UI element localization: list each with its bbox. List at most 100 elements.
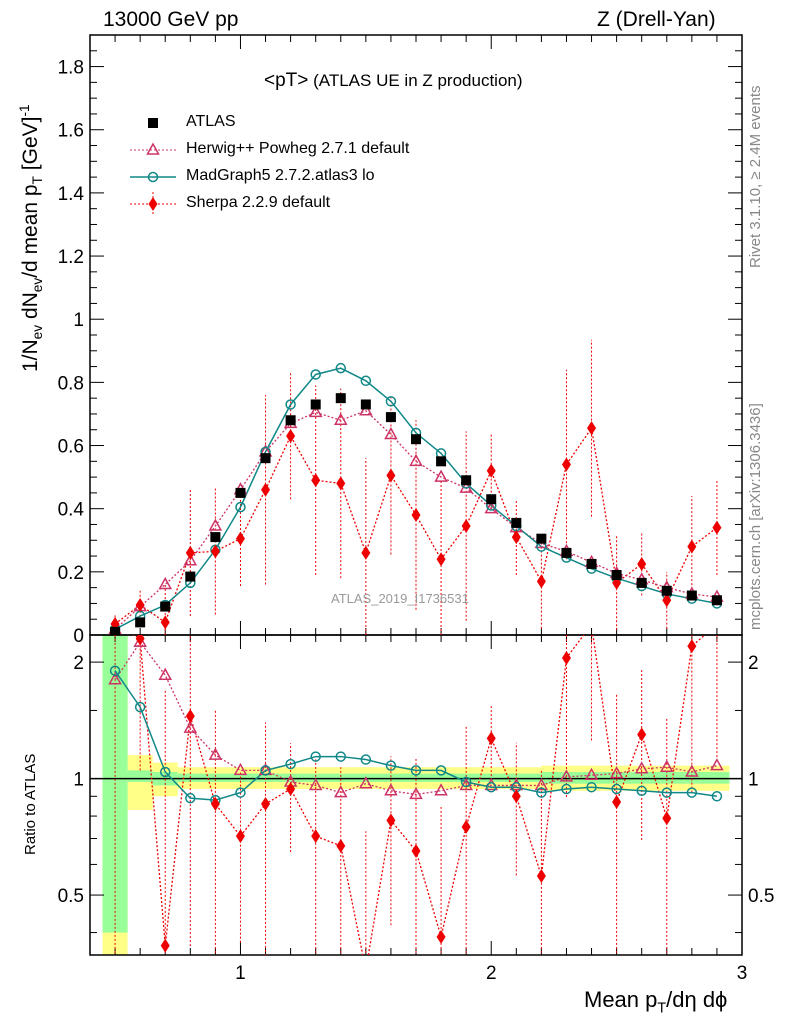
atlas-point-6 — [260, 453, 271, 464]
herwig-ratio-point-10 — [359, 776, 373, 789]
madgraph-ratio-point-0 — [109, 665, 121, 676]
madgraph-ratio-point-11 — [385, 760, 397, 771]
madgraph-point-5 — [235, 501, 246, 513]
madgraph-point-7 — [285, 399, 296, 410]
sherpa-ratio-point-15 — [486, 731, 496, 746]
herwig-point-4 — [208, 518, 223, 531]
madgraph-ratio-point-20 — [611, 783, 622, 795]
madgraph-ratio-point-18 — [561, 783, 572, 795]
herwig-line — [114, 410, 718, 630]
herwig-ratio-point-13 — [434, 783, 448, 796]
sherpa-point-4 — [210, 544, 220, 559]
y-tick-label-1: 0.2 — [58, 563, 84, 584]
atlas-point-19 — [586, 558, 597, 569]
ratio-y-tick-label-right-2: 2 — [748, 653, 759, 674]
y-tick-label-4: 0.8 — [58, 373, 84, 394]
legend-label-sherpa: Sherpa 2.2.9 default — [186, 194, 331, 211]
madgraph-ratio-point-5 — [235, 787, 246, 798]
legend-marker-herwig — [146, 142, 160, 155]
madgraph-point-8 — [310, 369, 321, 380]
sherpa-ratio-point-4 — [210, 796, 220, 811]
sherpa-ratio-point-21 — [637, 727, 647, 742]
sherpa-ratio-point-16 — [511, 789, 521, 804]
y-tick-label-0: 0 — [73, 626, 84, 647]
sherpa-point-2 — [160, 615, 170, 630]
herwig-ratio-point-0 — [108, 672, 122, 685]
sherpa-point-21 — [637, 556, 647, 571]
legend-label-atlas: ATLAS — [186, 113, 236, 130]
atlas-point-14 — [461, 475, 472, 486]
herwig-ratio-point-17 — [534, 777, 549, 791]
madgraph-ratio-point-21 — [636, 785, 647, 797]
x-axis-label: Mean pT/dη dϕ — [584, 987, 728, 1017]
sherpa-point-15 — [486, 463, 496, 478]
sherpa-point-22 — [662, 593, 672, 608]
madgraph-ratio-point-12 — [410, 765, 422, 776]
sherpa-point-12 — [411, 508, 421, 522]
madgraph-ratio-point-3 — [185, 792, 196, 804]
atlas-point-23 — [686, 590, 697, 601]
ratio-band-inner-1 — [127, 770, 153, 782]
sherpa-ratio-point-1 — [135, 635, 145, 646]
x-tick-label-0: 1 — [235, 963, 246, 984]
legend-label-madgraph: MadGraph5 2.7.2.atlas3 lo — [186, 167, 375, 184]
herwig-ratio-point-21 — [634, 761, 649, 774]
herwig-point-15 — [484, 501, 498, 514]
herwig-point-12 — [409, 453, 423, 467]
sherpa-ratio-point-13 — [436, 929, 446, 944]
ratio-y-tick-label-1: 1 — [73, 770, 84, 791]
side-label-rivet: Rivet 3.1.10, ≥ 2.4M events — [747, 85, 764, 269]
sherpa-point-19 — [587, 421, 597, 436]
atlas-point-24 — [711, 595, 722, 606]
x-tick-label-1: 2 — [486, 963, 497, 984]
legend-markers — [130, 118, 176, 216]
sherpa-point-17 — [536, 574, 546, 589]
legend-label-herwig: Herwig++ Powheg 2.7.1 default — [186, 140, 410, 157]
ratio-y-tick-label-2: 2 — [73, 653, 84, 674]
atlas-point-22 — [661, 585, 672, 596]
madgraph-ratio-point-19 — [586, 781, 597, 793]
herwig-ratio-point-9 — [334, 785, 348, 798]
side-label-mcplots: mcplots.cern.ch [arXiv:1306.3436] — [747, 403, 764, 630]
madgraph-point-9 — [335, 362, 347, 374]
atlas-point-21 — [636, 577, 647, 588]
madgraph-ratio-point-9 — [335, 751, 347, 762]
analysis-id: ATLAS_2019_I1736531 — [331, 591, 469, 606]
x-tick-label-2: 3 — [737, 963, 748, 984]
herwig-point-8 — [308, 404, 323, 418]
herwig-ratio-point-20 — [609, 766, 624, 779]
sherpa-ratio-point-2 — [160, 938, 170, 953]
herwig-point-9 — [334, 412, 348, 426]
atlas-point-8 — [310, 399, 321, 410]
y-tick-label-5: 1 — [73, 310, 84, 331]
atlas-point-10 — [360, 399, 371, 410]
header-left: 13000 GeV pp — [103, 8, 239, 31]
sherpa-point-23 — [687, 539, 697, 554]
sherpa-ratio-point-18 — [561, 650, 571, 665]
y-tick-label-7: 1.4 — [58, 184, 85, 205]
sherpa-point-18 — [561, 457, 571, 472]
herwig-ratio-point-11 — [384, 783, 398, 796]
legend-title: <pT> (ATLAS UE in Z production) — [264, 70, 523, 91]
herwig-ratio-point-18 — [559, 769, 574, 782]
madgraph-point-10 — [360, 375, 372, 387]
legend-marker-madgraph — [147, 171, 159, 183]
sherpa-ratio-point-9 — [336, 838, 346, 853]
y-axis-label-ratio: Ratio to ATLAS — [22, 753, 39, 855]
y-tick-label-3: 0.6 — [58, 437, 84, 458]
madgraph-ratio-point-15 — [485, 781, 497, 793]
sherpa-point-9 — [336, 476, 346, 491]
madgraph-ratio-point-14 — [460, 776, 472, 788]
madgraph-ratio-point-7 — [285, 758, 296, 770]
madgraph-ratio-point-6 — [260, 765, 271, 776]
herwig-ratio-point-19 — [584, 767, 599, 781]
sherpa-ratio-point-3 — [185, 709, 195, 724]
sherpa-ratio-point-12 — [411, 843, 421, 858]
sherpa-point-10 — [361, 545, 371, 560]
sherpa-point-14 — [461, 519, 471, 534]
sherpa-point-24 — [712, 520, 722, 535]
madgraph-ratio-point-13 — [435, 765, 447, 776]
atlas-point-2 — [160, 601, 171, 612]
madgraph-point-11 — [385, 396, 397, 407]
